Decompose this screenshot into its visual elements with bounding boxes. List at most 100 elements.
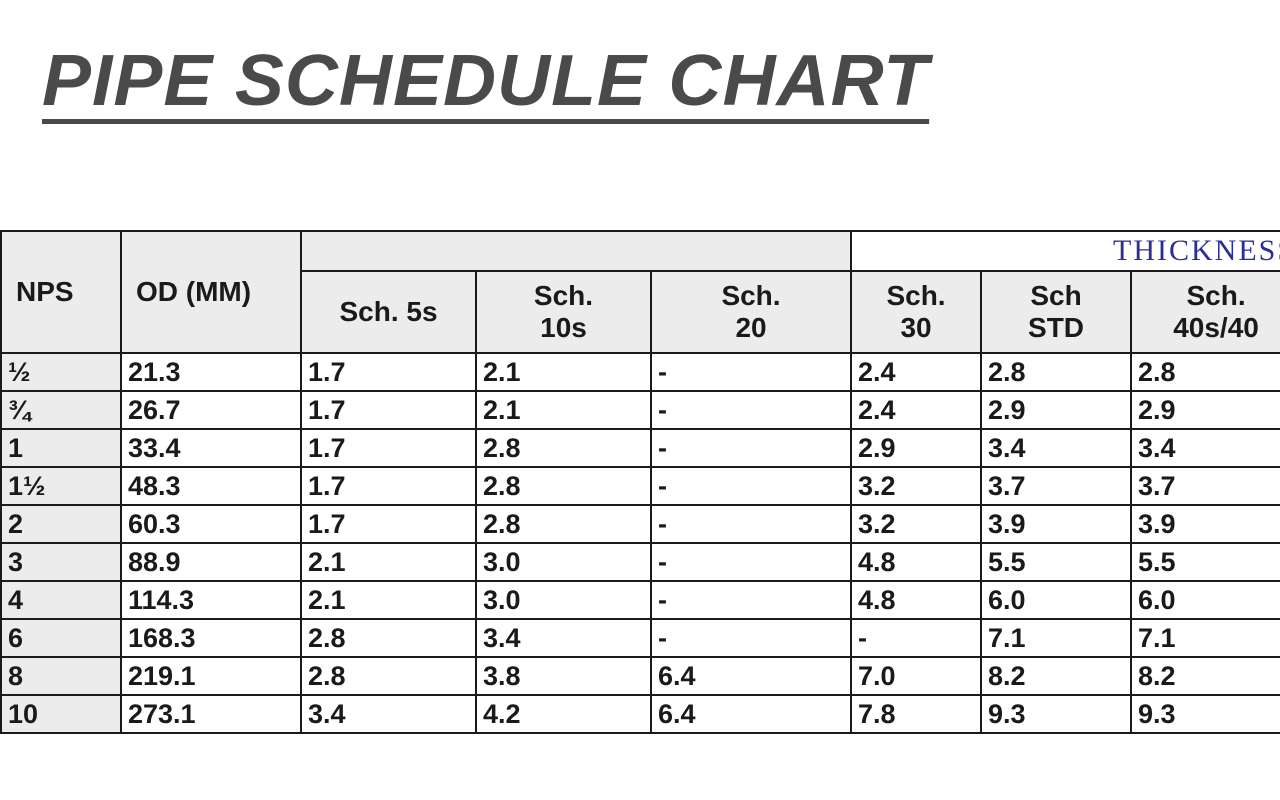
cell-sch5s: 2.8 [301,619,476,657]
col-header-nps: NPS [1,231,121,353]
cell-sch5s: 2.1 [301,543,476,581]
table-row: 388.92.13.0-4.85.55.5 [1,543,1280,581]
cell-sch5s: 1.7 [301,353,476,391]
table-head: NPS OD (MM) THICKNESS Sch. 5s Sch.10s Sc… [1,231,1280,353]
cell-nps: 4 [1,581,121,619]
cell-schstd: 5.5 [981,543,1131,581]
super-header-row: NPS OD (MM) THICKNESS [1,231,1280,271]
cell-od: 114.3 [121,581,301,619]
cell-sch30: 3.2 [851,505,981,543]
cell-sch40: 2.9 [1131,391,1280,429]
cell-od: 21.3 [121,353,301,391]
cell-sch20: - [651,581,851,619]
cell-sch20: - [651,467,851,505]
table-row: 133.41.72.8-2.93.43.4 [1,429,1280,467]
cell-od: 88.9 [121,543,301,581]
cell-sch5s: 2.1 [301,581,476,619]
col-header-sch20: Sch.20 [651,271,851,353]
cell-od: 26.7 [121,391,301,429]
col-header-sch40: Sch.40s/40 [1131,271,1280,353]
cell-sch30: 4.8 [851,581,981,619]
cell-sch40: 3.7 [1131,467,1280,505]
table-row: 1½48.31.72.8-3.23.73.7 [1,467,1280,505]
cell-sch30: 7.8 [851,695,981,733]
cell-sch30: - [851,619,981,657]
cell-sch40: 5.5 [1131,543,1280,581]
table-row: 4114.32.13.0-4.86.06.0 [1,581,1280,619]
page-title: PIPE SCHEDULE CHART [42,40,1280,122]
cell-sch20: 6.4 [651,695,851,733]
table-body: ½21.31.72.1-2.42.82.8¾26.71.72.1-2.42.92… [1,353,1280,733]
cell-nps: 10 [1,695,121,733]
cell-sch5s: 1.7 [301,467,476,505]
cell-nps: 6 [1,619,121,657]
cell-schstd: 9.3 [981,695,1131,733]
cell-nps: 2 [1,505,121,543]
cell-sch5s: 2.8 [301,657,476,695]
cell-nps: ¾ [1,391,121,429]
table-row: 8219.12.83.86.47.08.28.2 [1,657,1280,695]
cell-schstd: 3.4 [981,429,1131,467]
cell-od: 33.4 [121,429,301,467]
cell-sch10s: 2.1 [476,353,651,391]
cell-sch30: 2.4 [851,353,981,391]
cell-sch10s: 4.2 [476,695,651,733]
super-header-thickness: THICKNESS [851,231,1280,271]
cell-sch10s: 2.8 [476,429,651,467]
cell-nps: 8 [1,657,121,695]
cell-sch10s: 3.0 [476,543,651,581]
super-header-blank [301,231,851,271]
cell-sch40: 3.9 [1131,505,1280,543]
cell-sch30: 3.2 [851,467,981,505]
cell-sch5s: 3.4 [301,695,476,733]
cell-nps: ½ [1,353,121,391]
cell-sch5s: 1.7 [301,429,476,467]
cell-sch5s: 1.7 [301,505,476,543]
cell-sch30: 7.0 [851,657,981,695]
cell-od: 48.3 [121,467,301,505]
cell-sch30: 4.8 [851,543,981,581]
cell-sch10s: 2.8 [476,467,651,505]
cell-sch10s: 3.4 [476,619,651,657]
table-row: 6168.32.83.4--7.17.1 [1,619,1280,657]
col-header-schstd: SchSTD [981,271,1131,353]
cell-schstd: 8.2 [981,657,1131,695]
table-row: ¾26.71.72.1-2.42.92.9 [1,391,1280,429]
cell-sch20: - [651,353,851,391]
cell-od: 273.1 [121,695,301,733]
pipe-schedule-table: NPS OD (MM) THICKNESS Sch. 5s Sch.10s Sc… [0,230,1280,734]
cell-sch40: 7.1 [1131,619,1280,657]
col-header-sch30: Sch.30 [851,271,981,353]
cell-sch40: 2.8 [1131,353,1280,391]
cell-sch5s: 1.7 [301,391,476,429]
cell-sch40: 6.0 [1131,581,1280,619]
cell-nps: 1½ [1,467,121,505]
cell-schstd: 6.0 [981,581,1131,619]
cell-sch30: 2.9 [851,429,981,467]
cell-nps: 1 [1,429,121,467]
col-header-sch5s: Sch. 5s [301,271,476,353]
cell-sch20: 6.4 [651,657,851,695]
cell-od: 219.1 [121,657,301,695]
cell-sch10s: 2.8 [476,505,651,543]
cell-sch20: - [651,429,851,467]
cell-schstd: 2.9 [981,391,1131,429]
cell-schstd: 3.9 [981,505,1131,543]
cell-sch20: - [651,391,851,429]
table-row: 260.31.72.8-3.23.93.9 [1,505,1280,543]
cell-sch30: 2.4 [851,391,981,429]
cell-sch40: 3.4 [1131,429,1280,467]
cell-sch10s: 3.8 [476,657,651,695]
cell-sch20: - [651,543,851,581]
cell-sch10s: 3.0 [476,581,651,619]
cell-sch40: 8.2 [1131,657,1280,695]
cell-sch20: - [651,619,851,657]
cell-sch20: - [651,505,851,543]
table-wrap: NPS OD (MM) THICKNESS Sch. 5s Sch.10s Sc… [0,230,1280,734]
cell-schstd: 3.7 [981,467,1131,505]
table-row: 10273.13.44.26.47.89.39.3 [1,695,1280,733]
table-row: ½21.31.72.1-2.42.82.8 [1,353,1280,391]
col-header-od: OD (MM) [121,231,301,353]
cell-nps: 3 [1,543,121,581]
cell-schstd: 7.1 [981,619,1131,657]
